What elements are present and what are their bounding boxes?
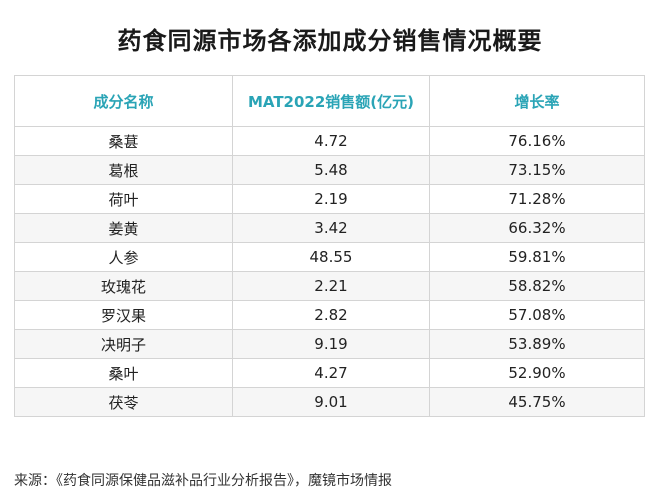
table-cell-ingredient: 罗汉果 [14, 300, 233, 330]
table-row: 人参 48.55 59.81% [14, 242, 645, 272]
table-row: 桑葚 4.72 76.16% [14, 126, 645, 156]
table-cell-sales: 2.21 [232, 271, 430, 301]
table-row: 茯苓 9.01 45.75% [14, 387, 645, 417]
table-row: 姜黄 3.42 66.32% [14, 213, 645, 243]
table-cell-growth: 45.75% [429, 387, 645, 417]
table-cell-sales: 9.01 [232, 387, 430, 417]
table-cell-growth: 57.08% [429, 300, 645, 330]
table-cell-ingredient: 人参 [14, 242, 233, 272]
table-cell-sales: 3.42 [232, 213, 430, 243]
table-row: 决明子 9.19 53.89% [14, 329, 645, 359]
sales-table: 成分名称 MAT2022销售额(亿元) 增长率 桑葚 4.72 76.16% 葛根 5.… [14, 75, 645, 417]
page-title: 药食同源市场各添加成分销售情况概要 [117, 27, 543, 55]
table-cell-ingredient: 葛根 [14, 155, 233, 185]
table-row: 罗汉果 2.82 57.08% [14, 300, 645, 330]
table-cell-ingredient: 姜黄 [14, 213, 233, 243]
table-cell-ingredient: 决明子 [14, 329, 233, 359]
column-header-growth: 增长率 [429, 75, 645, 127]
column-header-sales: MAT2022销售额(亿元) [232, 75, 430, 127]
table-cell-sales: 2.82 [232, 300, 430, 330]
table-row: 桑叶 4.27 52.90% [14, 358, 645, 388]
table-cell-growth: 58.82% [429, 271, 645, 301]
table-cell-sales: 5.48 [232, 155, 430, 185]
table-cell-growth: 76.16% [429, 126, 645, 156]
table-row: 玫瑰花 2.21 58.82% [14, 271, 645, 301]
table-cell-sales: 48.55 [232, 242, 430, 272]
table-cell-sales: 4.27 [232, 358, 430, 388]
table-body: 桑葚 4.72 76.16% 葛根 5.48 73.15% 荷叶 2.19 71.28% 姜黄 3.… [14, 126, 645, 417]
table-cell-ingredient: 荷叶 [14, 184, 233, 214]
table-cell-growth: 52.90% [429, 358, 645, 388]
table-cell-sales: 9.19 [232, 329, 430, 359]
table-cell-growth: 59.81% [429, 242, 645, 272]
column-header-ingredient: 成分名称 [14, 75, 233, 127]
table-cell-growth: 71.28% [429, 184, 645, 214]
table-cell-growth: 73.15% [429, 155, 645, 185]
table-row: 荷叶 2.19 71.28% [14, 184, 645, 214]
table-cell-sales: 4.72 [232, 126, 430, 156]
table-cell-growth: 66.32% [429, 213, 645, 243]
table-cell-ingredient: 桑葚 [14, 126, 233, 156]
source-note: 来源：《药食同源保健品滋补品行业分析报告》，魔镜市场情报 [14, 473, 392, 489]
table-cell-sales: 2.19 [232, 184, 430, 214]
table-header-row: 成分名称 MAT2022销售额(亿元) 增长率 [14, 75, 645, 127]
table-row: 葛根 5.48 73.15% [14, 155, 645, 185]
table-cell-growth: 53.89% [429, 329, 645, 359]
table-cell-ingredient: 桑叶 [14, 358, 233, 388]
table-cell-ingredient: 茯苓 [14, 387, 233, 417]
table-cell-ingredient: 玫瑰花 [14, 271, 233, 301]
